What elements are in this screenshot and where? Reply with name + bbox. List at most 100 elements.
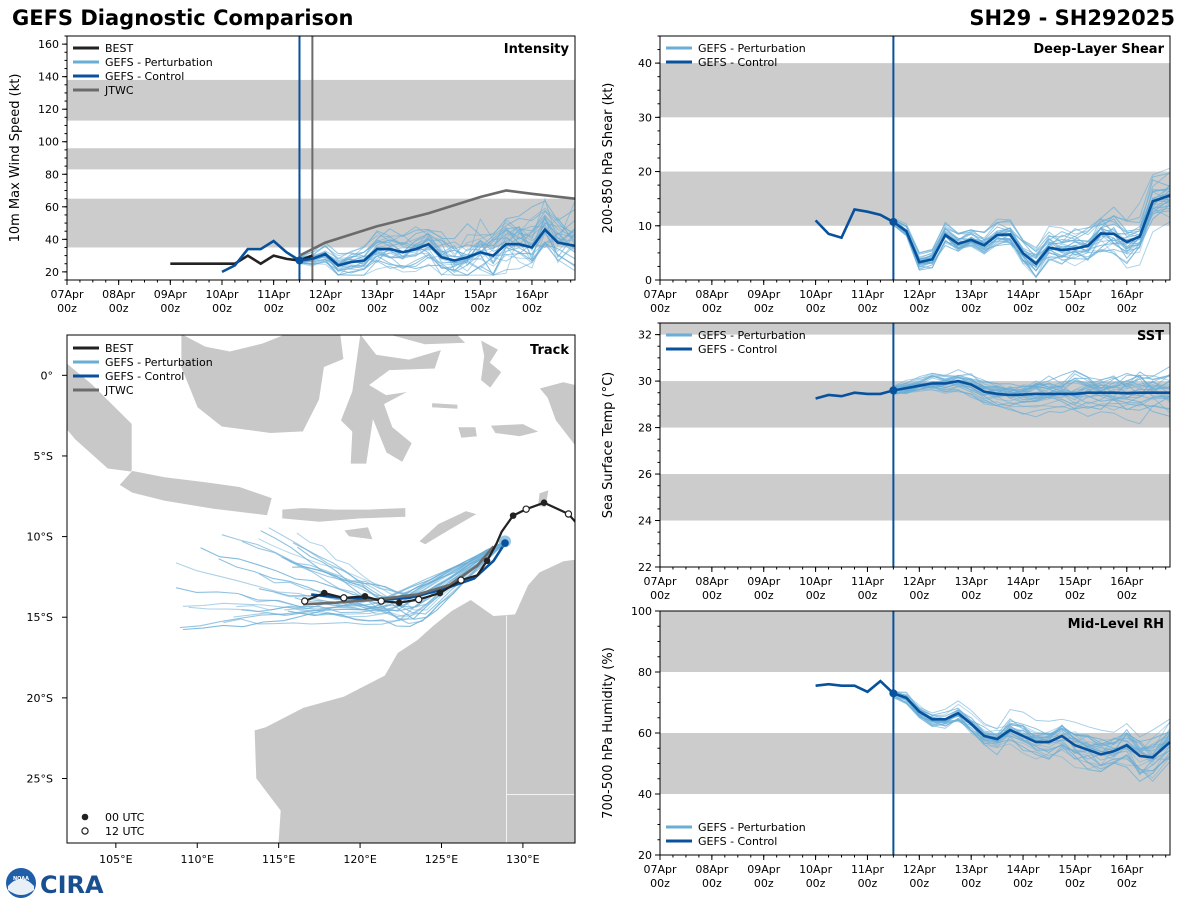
y-tick-label: 160 — [38, 38, 59, 51]
init-marker — [889, 217, 898, 226]
best-12z-marker — [522, 505, 530, 513]
lat-tick-label: 10°S — [27, 531, 53, 544]
x-tick-date: 07Apr — [50, 288, 84, 301]
y-tick-label: 40 — [45, 233, 59, 246]
control-series-line — [815, 379, 1170, 400]
threshold-band — [660, 323, 1170, 335]
x-tick-hour: 00z — [650, 302, 670, 315]
y-tick-label: 120 — [38, 103, 59, 116]
y-tick-label: 30 — [638, 111, 652, 124]
borneo-landmass — [180, 335, 345, 434]
timor-landmass — [418, 510, 479, 546]
panel-rh: 2040608010007Apr00z08Apr00z09Apr00z10Apr… — [601, 605, 1171, 890]
x-tick-date: 12Apr — [903, 575, 937, 588]
y-tick-label: 20 — [45, 266, 59, 279]
x-tick-hour: 00z — [858, 877, 878, 890]
x-tick-hour: 00z — [1065, 589, 1085, 602]
legend-label: JTWC — [104, 84, 134, 97]
legend-label: GEFS - Perturbation — [698, 42, 806, 55]
perturbation-member-line — [299, 228, 576, 271]
x-tick-date: 07Apr — [643, 863, 677, 876]
australia-landmass — [253, 558, 575, 843]
x-tick-hour: 00z — [160, 302, 180, 315]
x-tick-date: 09Apr — [154, 288, 188, 301]
map-frame — [66, 334, 576, 844]
halmahera-landmass — [480, 339, 503, 389]
y-tick-label: 30 — [638, 375, 652, 388]
x-tick-hour: 00z — [650, 589, 670, 602]
lesser-sunda-landmass — [281, 507, 407, 523]
x-tick-date: 13Apr — [360, 288, 394, 301]
best-00z-marker — [361, 592, 369, 600]
threshold-band — [660, 63, 1170, 118]
x-tick-date: 15Apr — [1058, 288, 1092, 301]
y-tick-label: 60 — [638, 727, 652, 740]
x-tick-date: 16Apr — [1110, 863, 1144, 876]
x-tick-hour: 00z — [1117, 302, 1137, 315]
y-tick-label: 28 — [638, 422, 652, 435]
lat-tick-label: 5°S — [34, 450, 53, 463]
lon-tick-label: 105°E — [99, 853, 132, 866]
panel-title: Mid-Level RH — [1068, 617, 1164, 632]
seram-landmass — [489, 423, 541, 438]
x-tick-date: 14Apr — [1007, 863, 1041, 876]
legend-label: GEFS - Perturbation — [698, 821, 806, 834]
x-tick-date: 12Apr — [903, 288, 937, 301]
x-tick-date: 10Apr — [799, 863, 833, 876]
png-landmass — [538, 381, 575, 447]
legend-12z-marker — [81, 827, 89, 835]
landmasses — [67, 335, 575, 843]
legend-label: GEFS - Control — [698, 56, 777, 69]
y-tick-label: 10 — [638, 220, 652, 233]
x-tick-date: 15Apr — [464, 288, 498, 301]
panel-track: 105°E 110°E 115°E 120°E 125°E 130°E 0° 5°S 10°S 1… — [27, 334, 576, 866]
perturbation-track — [258, 542, 506, 612]
perturbation-track — [188, 542, 506, 618]
x-tick-date: 10Apr — [205, 288, 239, 301]
best-00z-marker — [320, 589, 328, 597]
threshold-band — [67, 198, 575, 248]
sula-landmass — [431, 402, 459, 410]
x-tick-date: 15Apr — [1058, 575, 1092, 588]
y-tick-label: 20 — [638, 166, 652, 179]
x-tick-date: 15Apr — [1058, 863, 1092, 876]
x-tick-hour: 00z — [806, 302, 826, 315]
lon-tick-label: 115°E — [262, 853, 295, 866]
storm-id: SH29 - SH292025 — [969, 6, 1175, 30]
x-tick-hour: 00z — [419, 302, 439, 315]
perturbation-track — [296, 540, 506, 620]
lon-tick-label: 125°E — [425, 853, 458, 866]
perturbation-member-line — [893, 374, 1171, 405]
legend-label: BEST — [105, 342, 133, 355]
panel-title: Deep-Layer Shear — [1033, 42, 1164, 57]
x-tick-hour: 00z — [858, 589, 878, 602]
panel-intensity: 2040608010012014016007Apr00z08Apr00z09Ap… — [8, 35, 576, 315]
threshold-band — [660, 171, 1170, 226]
x-tick-date: 08Apr — [695, 288, 729, 301]
sumba-landmass — [343, 526, 374, 541]
lon-tick-label: 110°E — [181, 853, 214, 866]
lon-tick-label: 120°E — [343, 853, 376, 866]
y-tick-label: 80 — [45, 168, 59, 181]
lat-tick-label: 20°S — [27, 692, 53, 705]
x-tick-date: 11Apr — [851, 288, 885, 301]
x-tick-hour: 00z — [909, 589, 929, 602]
threshold-band — [660, 611, 1170, 672]
best-00z-marker — [540, 499, 548, 507]
perturbation-member-line — [893, 690, 1171, 749]
perturbation-track — [292, 543, 506, 598]
best-12z-marker — [564, 510, 573, 518]
lon-tick-label: 130°E — [506, 853, 539, 866]
init-marker — [889, 386, 898, 395]
x-tick-date: 13Apr — [955, 575, 989, 588]
best-12z-marker — [457, 576, 465, 584]
lat-tick-label: 15°S — [27, 611, 53, 624]
x-tick-hour: 00z — [754, 877, 774, 890]
init-marker — [295, 256, 304, 265]
x-tick-date: 16Apr — [515, 288, 549, 301]
perturbation-member-line — [893, 694, 1171, 776]
y-tick-label: 32 — [638, 329, 652, 342]
panel-title: SST — [1137, 329, 1164, 344]
x-tick-hour: 00z — [754, 589, 774, 602]
